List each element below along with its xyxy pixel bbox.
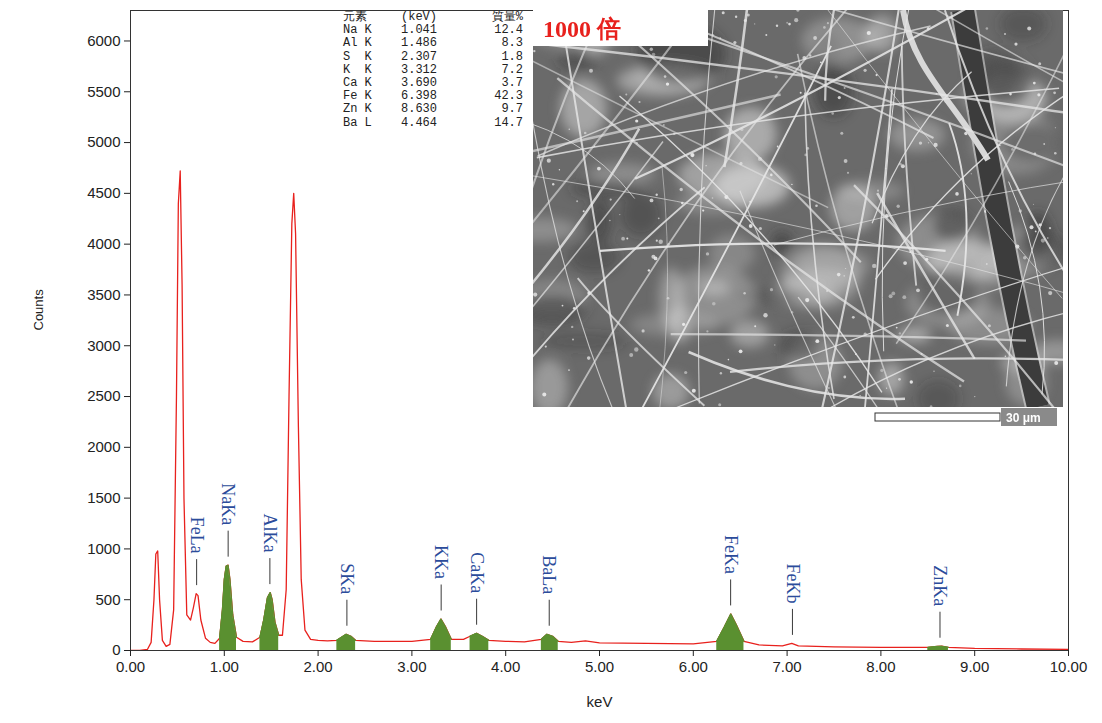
svg-text:0.00: 0.00 [116,658,145,675]
svg-text:6000: 6000 [87,32,120,49]
html-text:3.690: 3.690 [401,76,437,90]
svg-text:1000 倍: 1000 倍 [543,16,621,42]
svg-text:2.00: 2.00 [303,658,332,675]
svg-text:1.00: 1.00 [210,658,239,675]
html-text:3.312: 3.312 [401,62,437,77]
html-text:3.7: 3.7 [501,76,523,90]
svg-text:AlKa: AlKa [260,514,280,553]
html-text:9.7: 9.7 [501,102,523,117]
html-text:1.8: 1.8 [501,49,523,64]
svg-text:5000: 5000 [87,133,120,150]
html-text:Al K: Al K [343,36,372,51]
html-text:S K: S K [343,49,372,64]
html-text:8.630: 8.630 [401,102,437,117]
html-text:Zn K: Zn K [343,102,372,117]
svg-text:2500: 2500 [87,387,120,404]
html-text:14.7: 14.7 [494,115,523,130]
svg-text:10.00: 10.00 [1050,658,1088,675]
svg-text:500: 500 [95,591,120,608]
svg-text:NaKa: NaKa [218,483,238,525]
svg-text:1000: 1000 [87,540,120,557]
html-text:8.3: 8.3 [501,36,523,51]
svg-text:BaLa: BaLa [539,555,559,594]
html-text:4.464: 4.464 [401,115,437,130]
html-text:元素: 元素 [343,10,367,24]
svg-text:keV: keV [587,693,613,710]
svg-text:5.00: 5.00 [585,658,614,675]
html-text:質量%: 質量% [491,10,523,24]
svg-text:3000: 3000 [87,337,120,354]
svg-text:4500: 4500 [87,184,120,201]
svg-text:9.00: 9.00 [960,658,989,675]
svg-text:FeLa: FeLa [187,517,207,554]
html-text:Na K: Na K [343,23,372,38]
html-text:6.398: 6.398 [401,89,437,104]
html-text:7.2: 7.2 [501,62,523,77]
html-text:12.4: 12.4 [494,23,523,38]
svg-text:ZnKa: ZnKa [930,565,950,606]
html-text:Ca K: Ca K [343,76,372,90]
svg-text:FeKb: FeKb [783,563,803,603]
svg-text:30 μm: 30 μm [1006,411,1041,425]
svg-text:3500: 3500 [87,286,120,303]
svg-text:2000: 2000 [87,438,120,455]
html-text:Ba L: Ba L [343,115,372,130]
svg-text:7.00: 7.00 [772,658,801,675]
html-text:1.486: 1.486 [401,36,437,51]
html-text:42.3: 42.3 [494,89,523,104]
svg-text:0: 0 [112,641,120,658]
svg-text:5500: 5500 [87,83,120,100]
svg-text:6.00: 6.00 [679,658,708,675]
svg-text:8.00: 8.00 [866,658,895,675]
html-text:Fe K: Fe K [343,89,372,104]
svg-text:KKa: KKa [431,545,451,579]
html-text:2.307: 2.307 [401,49,437,64]
html-text:1.041: 1.041 [401,23,437,38]
svg-text:3.00: 3.00 [397,658,426,675]
svg-text:Counts: Counts [31,289,46,331]
html-text:(keV): (keV) [401,10,437,24]
svg-text:CaKa: CaKa [467,552,487,593]
svg-text:4000: 4000 [87,235,120,252]
svg-text:4.00: 4.00 [491,658,520,675]
html-text:K K: K K [343,62,372,77]
svg-text:SKa: SKa [337,563,357,594]
svg-text:FeKa: FeKa [721,535,741,574]
svg-text:1500: 1500 [87,489,120,506]
